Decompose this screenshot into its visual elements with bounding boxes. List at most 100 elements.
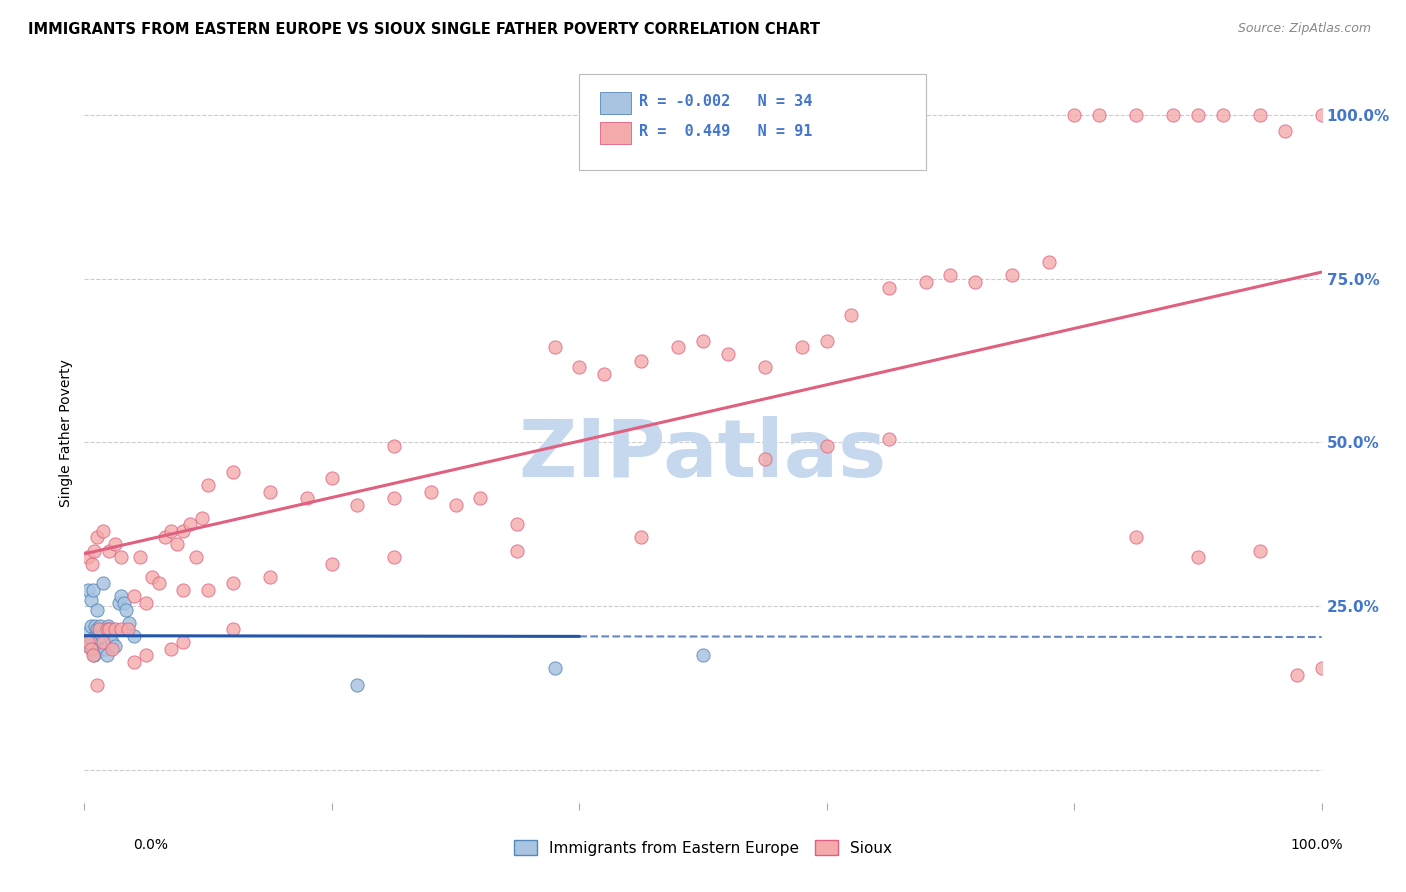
- Point: [86, 531, 108, 545]
- Point: [77, 635, 100, 649]
- Point: [295, 491, 318, 505]
- Point: [1161, 108, 1184, 122]
- Point: [135, 596, 157, 610]
- Point: [197, 478, 219, 492]
- Point: [877, 432, 900, 446]
- Point: [98, 543, 121, 558]
- Point: [79, 619, 101, 633]
- Point: [382, 491, 405, 505]
- Point: [259, 484, 281, 499]
- Point: [1310, 661, 1333, 675]
- Y-axis label: Single Father Poverty: Single Father Poverty: [59, 359, 73, 507]
- Point: [104, 537, 127, 551]
- Point: [80, 632, 103, 646]
- Point: [91, 576, 114, 591]
- Point: [666, 341, 689, 355]
- Point: [1063, 108, 1085, 122]
- Point: [877, 281, 900, 295]
- Point: [939, 268, 962, 283]
- Point: [1125, 108, 1147, 122]
- Point: [222, 576, 245, 591]
- Point: [543, 341, 565, 355]
- Point: [160, 524, 183, 538]
- Point: [382, 550, 405, 565]
- Point: [84, 619, 107, 633]
- Point: [914, 275, 936, 289]
- Point: [98, 622, 121, 636]
- Point: [112, 596, 135, 610]
- FancyBboxPatch shape: [600, 121, 631, 144]
- Point: [79, 641, 101, 656]
- Point: [97, 619, 120, 633]
- Point: [197, 582, 219, 597]
- Point: [89, 619, 111, 633]
- Point: [77, 639, 100, 653]
- Point: [135, 648, 157, 663]
- Point: [160, 641, 183, 656]
- Text: 100.0%: 100.0%: [1291, 838, 1343, 852]
- Point: [115, 602, 138, 616]
- Point: [80, 557, 103, 571]
- Point: [98, 629, 121, 643]
- Text: R =  0.449   N = 91: R = 0.449 N = 91: [638, 124, 813, 139]
- Point: [717, 347, 740, 361]
- Point: [82, 582, 104, 597]
- Point: [172, 635, 194, 649]
- Point: [89, 622, 111, 636]
- Point: [259, 570, 281, 584]
- Point: [1088, 108, 1111, 122]
- Point: [100, 641, 122, 656]
- Point: [1274, 124, 1296, 138]
- Point: [76, 635, 98, 649]
- Point: [506, 543, 529, 558]
- Point: [108, 596, 131, 610]
- Point: [77, 582, 100, 597]
- Point: [110, 590, 132, 604]
- Point: [172, 582, 194, 597]
- Point: [593, 367, 616, 381]
- Point: [1001, 268, 1024, 283]
- Point: [91, 641, 114, 656]
- Point: [184, 550, 207, 565]
- Point: [83, 543, 105, 558]
- Point: [543, 661, 565, 675]
- Point: [470, 491, 492, 505]
- Point: [91, 524, 114, 538]
- Point: [79, 625, 101, 640]
- Point: [104, 622, 127, 636]
- Point: [222, 622, 245, 636]
- Point: [841, 308, 863, 322]
- Point: [346, 678, 368, 692]
- Point: [86, 678, 108, 692]
- Point: [444, 498, 467, 512]
- Text: R = -0.002   N = 34: R = -0.002 N = 34: [638, 95, 813, 109]
- Text: ZIPatlas: ZIPatlas: [519, 416, 887, 494]
- Point: [815, 334, 838, 348]
- Point: [117, 622, 139, 636]
- Point: [91, 635, 114, 649]
- Point: [965, 275, 987, 289]
- Text: 0.0%: 0.0%: [134, 838, 169, 852]
- Point: [110, 550, 132, 565]
- Point: [96, 622, 118, 636]
- Point: [104, 639, 127, 653]
- Point: [346, 498, 368, 512]
- Point: [1310, 108, 1333, 122]
- Point: [1249, 108, 1271, 122]
- Point: [79, 592, 101, 607]
- Point: [506, 517, 529, 532]
- Point: [1187, 108, 1209, 122]
- Point: [96, 648, 118, 663]
- Point: [222, 465, 245, 479]
- Point: [86, 622, 108, 636]
- Point: [118, 615, 141, 630]
- Point: [692, 648, 714, 663]
- Point: [1249, 543, 1271, 558]
- Point: [166, 537, 188, 551]
- Point: [568, 360, 591, 375]
- Point: [122, 590, 145, 604]
- Point: [1212, 108, 1234, 122]
- Point: [754, 451, 776, 466]
- Point: [129, 550, 152, 565]
- Point: [191, 510, 214, 524]
